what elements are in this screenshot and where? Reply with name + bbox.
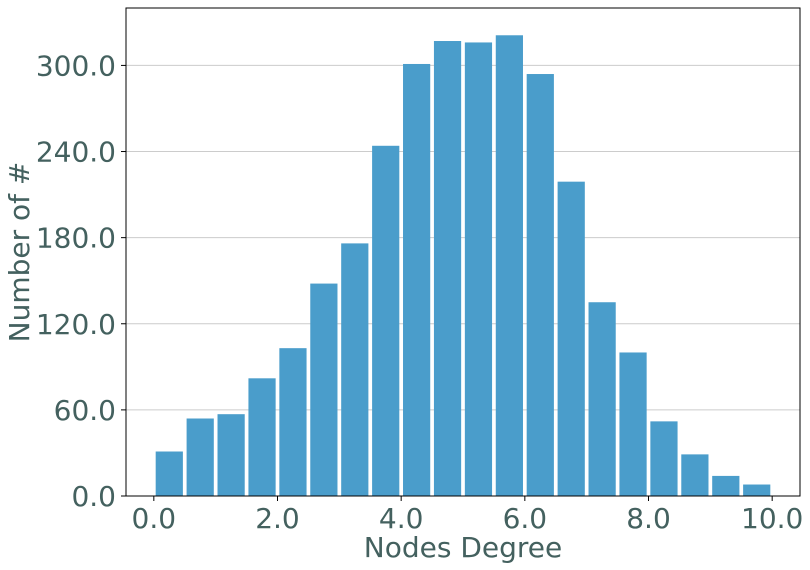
x-tick-label-3: 6.0	[503, 502, 548, 535]
grid-lines	[126, 64, 800, 411]
bar-16	[650, 421, 678, 496]
y-tick-label-5: 300.0	[36, 49, 116, 82]
plot-frame	[125, 7, 801, 497]
y-axis-ticks: 0.0 60.0 120.0 180.0 240.0 300.0	[36, 49, 126, 513]
bar-17	[681, 454, 709, 496]
bar-0	[155, 451, 183, 496]
bar-9	[433, 41, 462, 496]
x-tick-label-0: 0.0	[132, 502, 177, 535]
y-tick-label-2: 120.0	[36, 308, 116, 341]
bar-19	[743, 484, 771, 496]
bar-1	[186, 418, 214, 496]
bar-4	[279, 348, 307, 496]
y-tick-label-0: 0.0	[71, 480, 116, 513]
x-tick-label-2: 4.0	[379, 502, 424, 535]
y-axis-label: Number of #	[3, 162, 36, 343]
bar-3	[248, 378, 276, 496]
bars	[155, 35, 771, 497]
y-tick-label-1: 60.0	[54, 394, 116, 427]
x-axis-ticks: 0.0 2.0 4.0 6.0 8.0 10.0	[132, 496, 803, 535]
bar-10	[464, 42, 493, 497]
y-tick-label-3: 180.0	[36, 222, 116, 255]
y-tick-label-4: 240.0	[36, 136, 116, 169]
bar-13	[557, 181, 585, 496]
x-tick-label-1: 2.0	[255, 502, 300, 535]
bar-7	[372, 145, 400, 496]
x-tick-label-4: 8.0	[626, 502, 671, 535]
x-axis-label: Nodes Degree	[364, 531, 562, 564]
bar-11	[495, 35, 523, 496]
bar-6	[341, 243, 369, 496]
bar-15	[619, 352, 647, 496]
bar-5	[310, 283, 338, 496]
bar-12	[526, 74, 554, 496]
bar-18	[712, 475, 740, 496]
x-tick-label-5: 10.0	[741, 502, 803, 535]
bar-14	[588, 302, 616, 496]
bar-8	[403, 63, 431, 496]
bar-2	[217, 414, 245, 496]
